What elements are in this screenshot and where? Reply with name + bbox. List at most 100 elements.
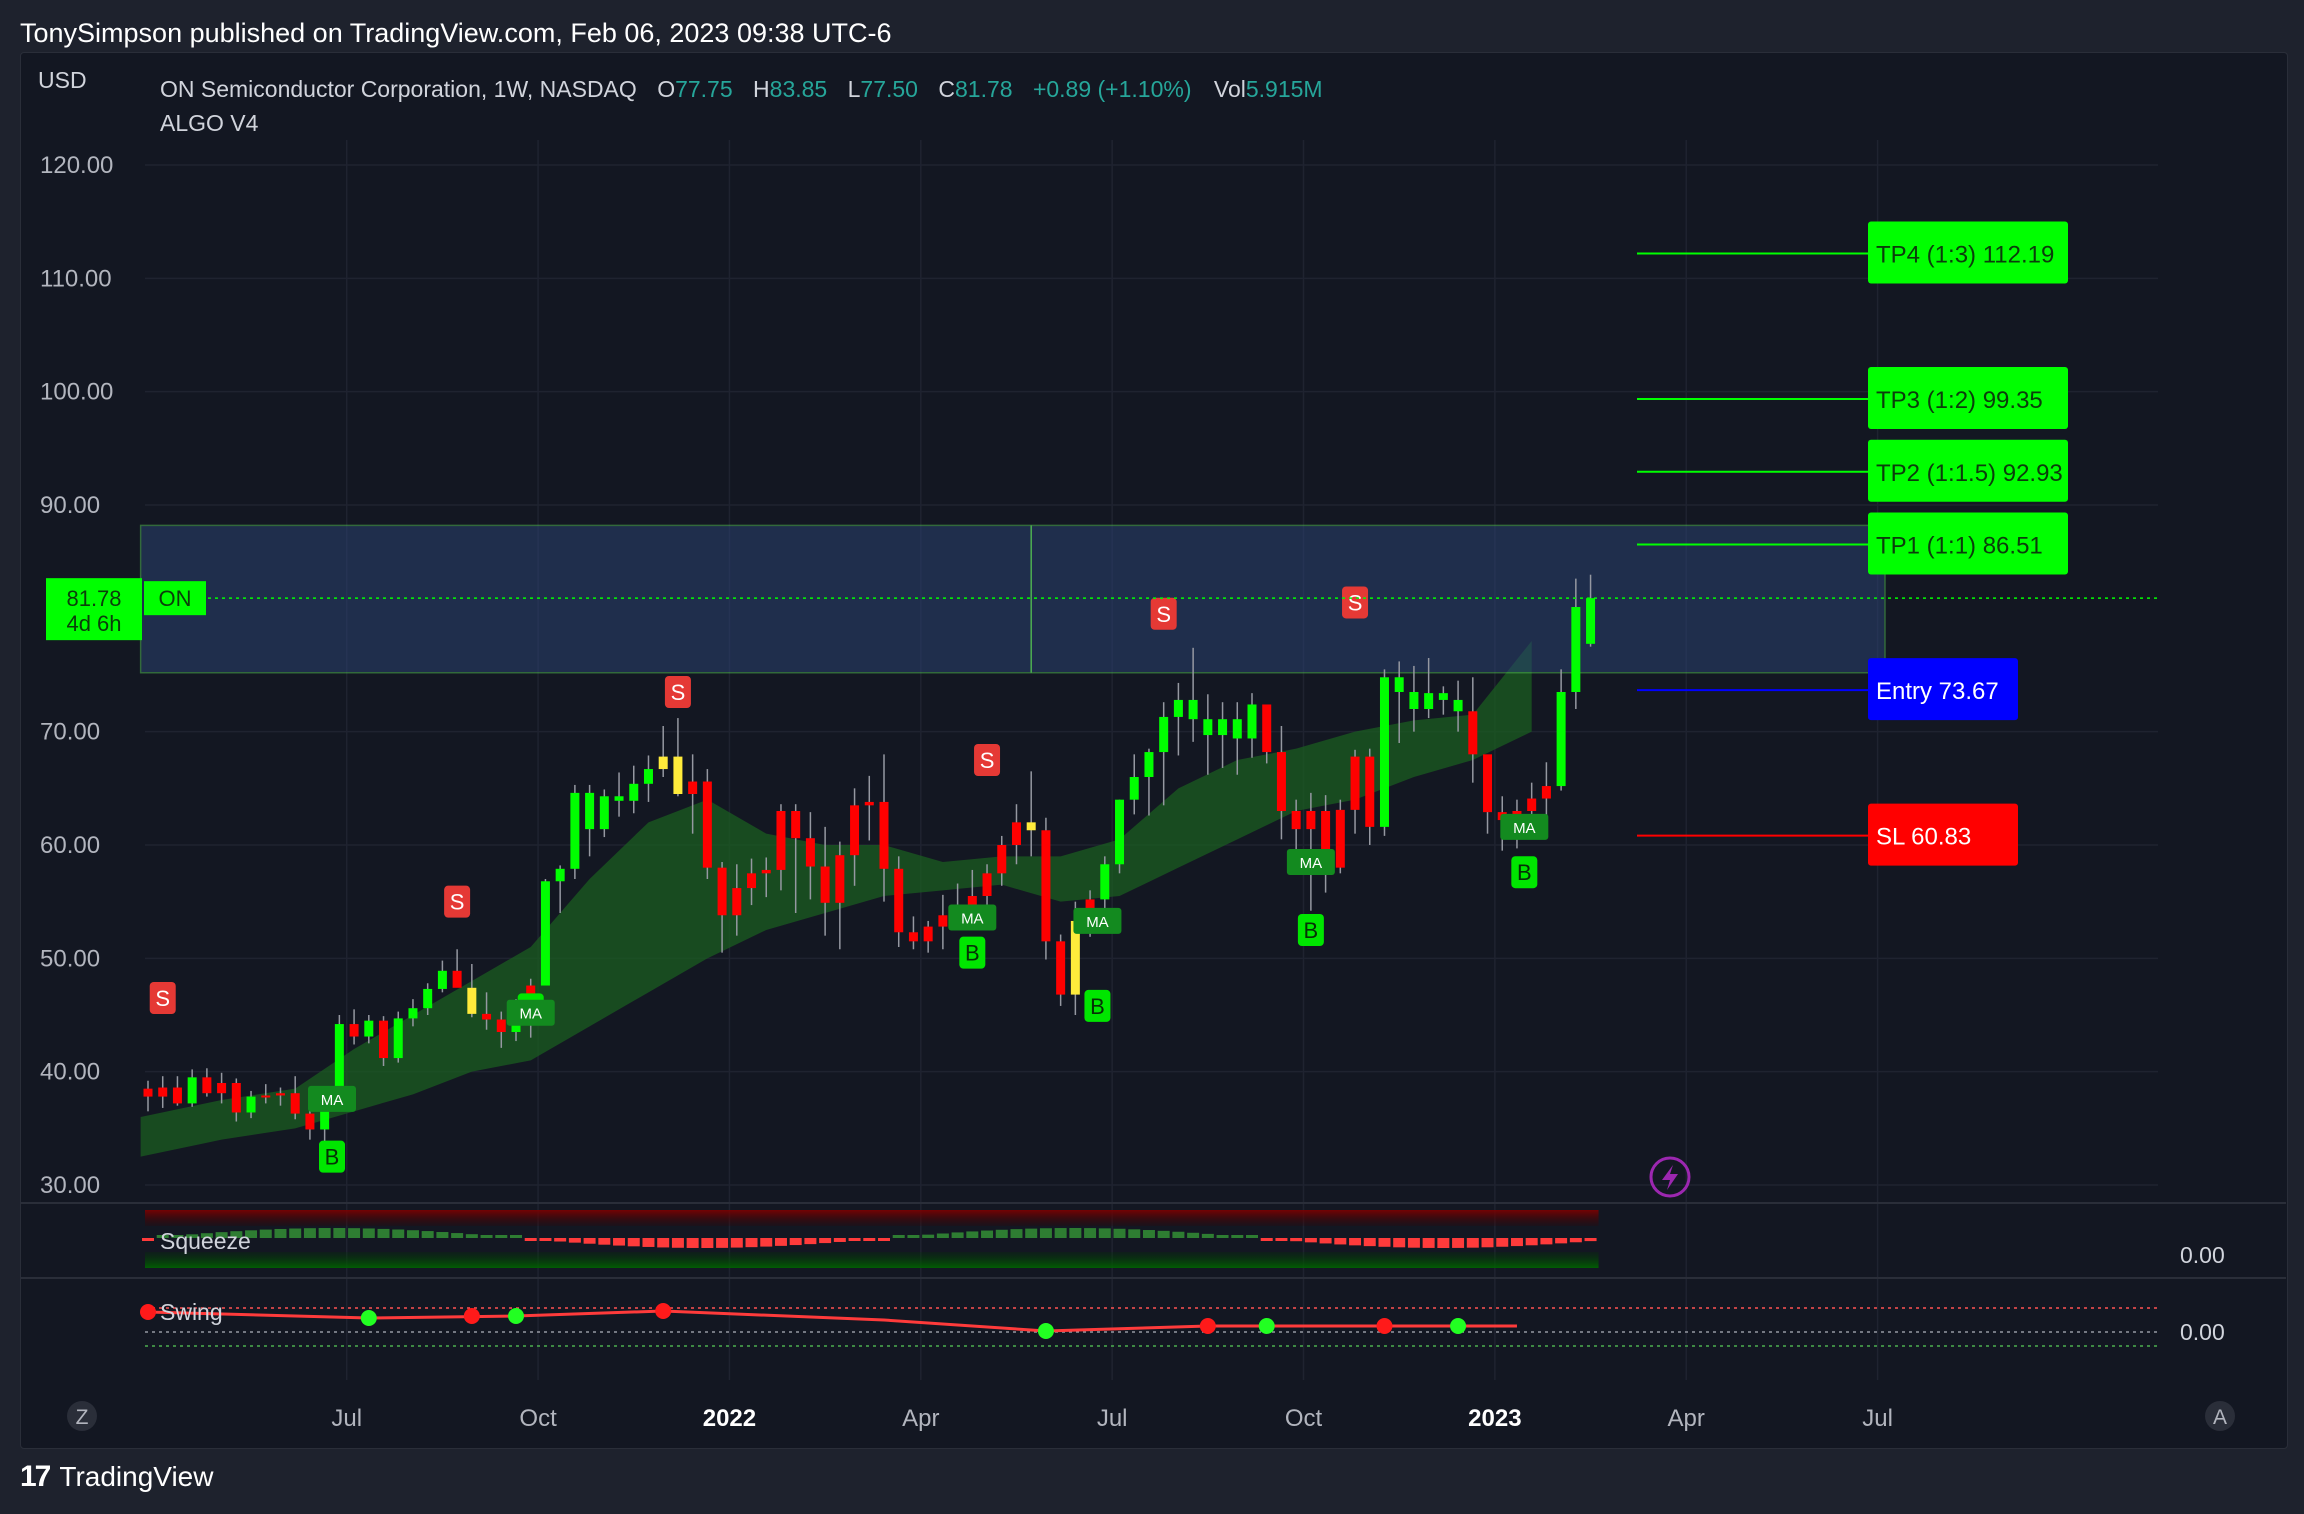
ma-signal-label: MA [519,1006,542,1023]
candle-body [1468,711,1478,755]
candles [143,574,1596,1146]
squeeze-bar [966,1231,979,1238]
candle-body [305,1113,315,1130]
squeeze-bar [1260,1238,1273,1241]
ma-signal [1073,907,1122,934]
sell-signal-label: S [155,986,170,1011]
squeeze-bottom-band [145,1252,1599,1268]
squeeze-bar [1098,1228,1111,1238]
squeeze-bar [406,1230,419,1238]
squeeze-bar [1481,1238,1494,1248]
candle-body [437,970,447,989]
squeeze-bar [524,1238,537,1241]
squeeze-bar [495,1235,508,1238]
vol-label: Vol [1214,76,1246,102]
swing-dot [360,1310,377,1326]
grid-lines [20,140,2286,1380]
squeeze-bar [1157,1230,1170,1238]
level-box [1868,658,2018,721]
squeeze-bar [186,1234,199,1238]
candle-body [820,866,830,903]
candle-body [585,792,595,830]
level-label: TP2 (1:1.5) 92.93 [1876,460,2063,487]
candle-body [717,867,727,916]
x-tick-label: Apr [902,1405,939,1432]
squeeze-bar [745,1238,758,1248]
candlestick-chart[interactable]: 120.00 110.00 100.00 90.00 70.00 60.00 50.00 40… [0,0,2304,1460]
candle-body [938,915,948,927]
auto-scale-left-button[interactable] [67,1401,97,1431]
level-box [1868,367,2068,430]
ma-signal [1500,813,1549,840]
ma-signal [1286,849,1335,875]
x-tick-label: Jul [1862,1405,1893,1432]
candle-body [1203,719,1213,736]
candle-body [1483,754,1493,813]
squeeze-bar [848,1238,861,1241]
candle-body [452,970,462,988]
candle-body [688,781,698,794]
squeeze-bar [465,1234,478,1238]
y-tick-label: 100.00 [40,379,113,406]
ma-signal-label: MA [1513,820,1536,837]
open-value: 77.75 [675,76,733,102]
swing-dot [1037,1323,1054,1339]
candle-body [364,1020,374,1037]
sell-signal-label: S [980,748,995,773]
squeeze-bar [1275,1238,1288,1241]
squeeze-bar [289,1228,302,1238]
x-axis: Jul Oct 2022 Apr Jul Oct 2023 Apr Jul [331,1405,1893,1432]
candle-body [1321,811,1331,868]
buy-signal [959,936,986,969]
y-tick-label: 40.00 [40,1059,100,1086]
candle-body [1159,716,1169,753]
x-tick-label: Jul [331,1405,362,1432]
y-tick-label: 90.00 [40,492,100,519]
buy-signal-label: B [1304,918,1319,943]
candle-body [1129,777,1139,800]
corner-left-label: Z [76,1406,89,1429]
squeeze-bar [421,1231,434,1238]
candle-body [1394,677,1404,692]
swing-dot [1450,1318,1467,1334]
level-box [1868,221,2068,284]
squeeze-bar [1069,1228,1082,1238]
tradingview-logo[interactable]: 17 TradingView [20,1460,213,1494]
squeeze-bar [245,1230,258,1238]
candle-body [1173,699,1183,717]
sell-signal [974,744,1001,776]
squeeze-bar [760,1238,773,1247]
squeeze-bar [215,1232,228,1238]
squeeze-bar [436,1232,449,1238]
squeeze-bar [1407,1238,1420,1248]
trade-levels: TP4 (1:3) 112.19 TP3 (1:2) 99.35 TP2 (1:1.… [1637,221,2068,866]
auto-scale-right-button[interactable] [2205,1401,2235,1431]
currency-label: USD [38,67,87,93]
squeeze-bar [804,1238,817,1245]
squeeze-bar [1231,1235,1244,1238]
y-axis: 120.00 110.00 100.00 90.00 70.00 60.00 50.00 40… [40,152,113,1199]
squeeze-bar [303,1228,316,1238]
candle-body [967,896,977,911]
sell-signal [1150,597,1177,630]
candle-body [1144,752,1154,777]
squeeze-bar [1437,1238,1450,1248]
candle-body [496,1019,506,1032]
lightning-icon[interactable] [1649,1156,1691,1198]
ma-signal-label: MA [321,1092,344,1109]
candle-body [864,801,874,806]
squeeze-bar [701,1238,714,1248]
candle-body [202,1077,212,1094]
squeeze-bar [156,1235,169,1238]
squeeze-bar [1525,1238,1538,1246]
buy-signal [1511,856,1538,889]
candle-body [1453,699,1463,712]
squeeze-bar [878,1238,890,1241]
swing-dot [140,1304,156,1320]
x-tick-label: 2023 [1468,1405,1521,1432]
candle-body [805,838,815,867]
buy-signal [1084,989,1111,1022]
squeeze-bar [1113,1228,1126,1238]
squeeze-bar [892,1235,905,1238]
